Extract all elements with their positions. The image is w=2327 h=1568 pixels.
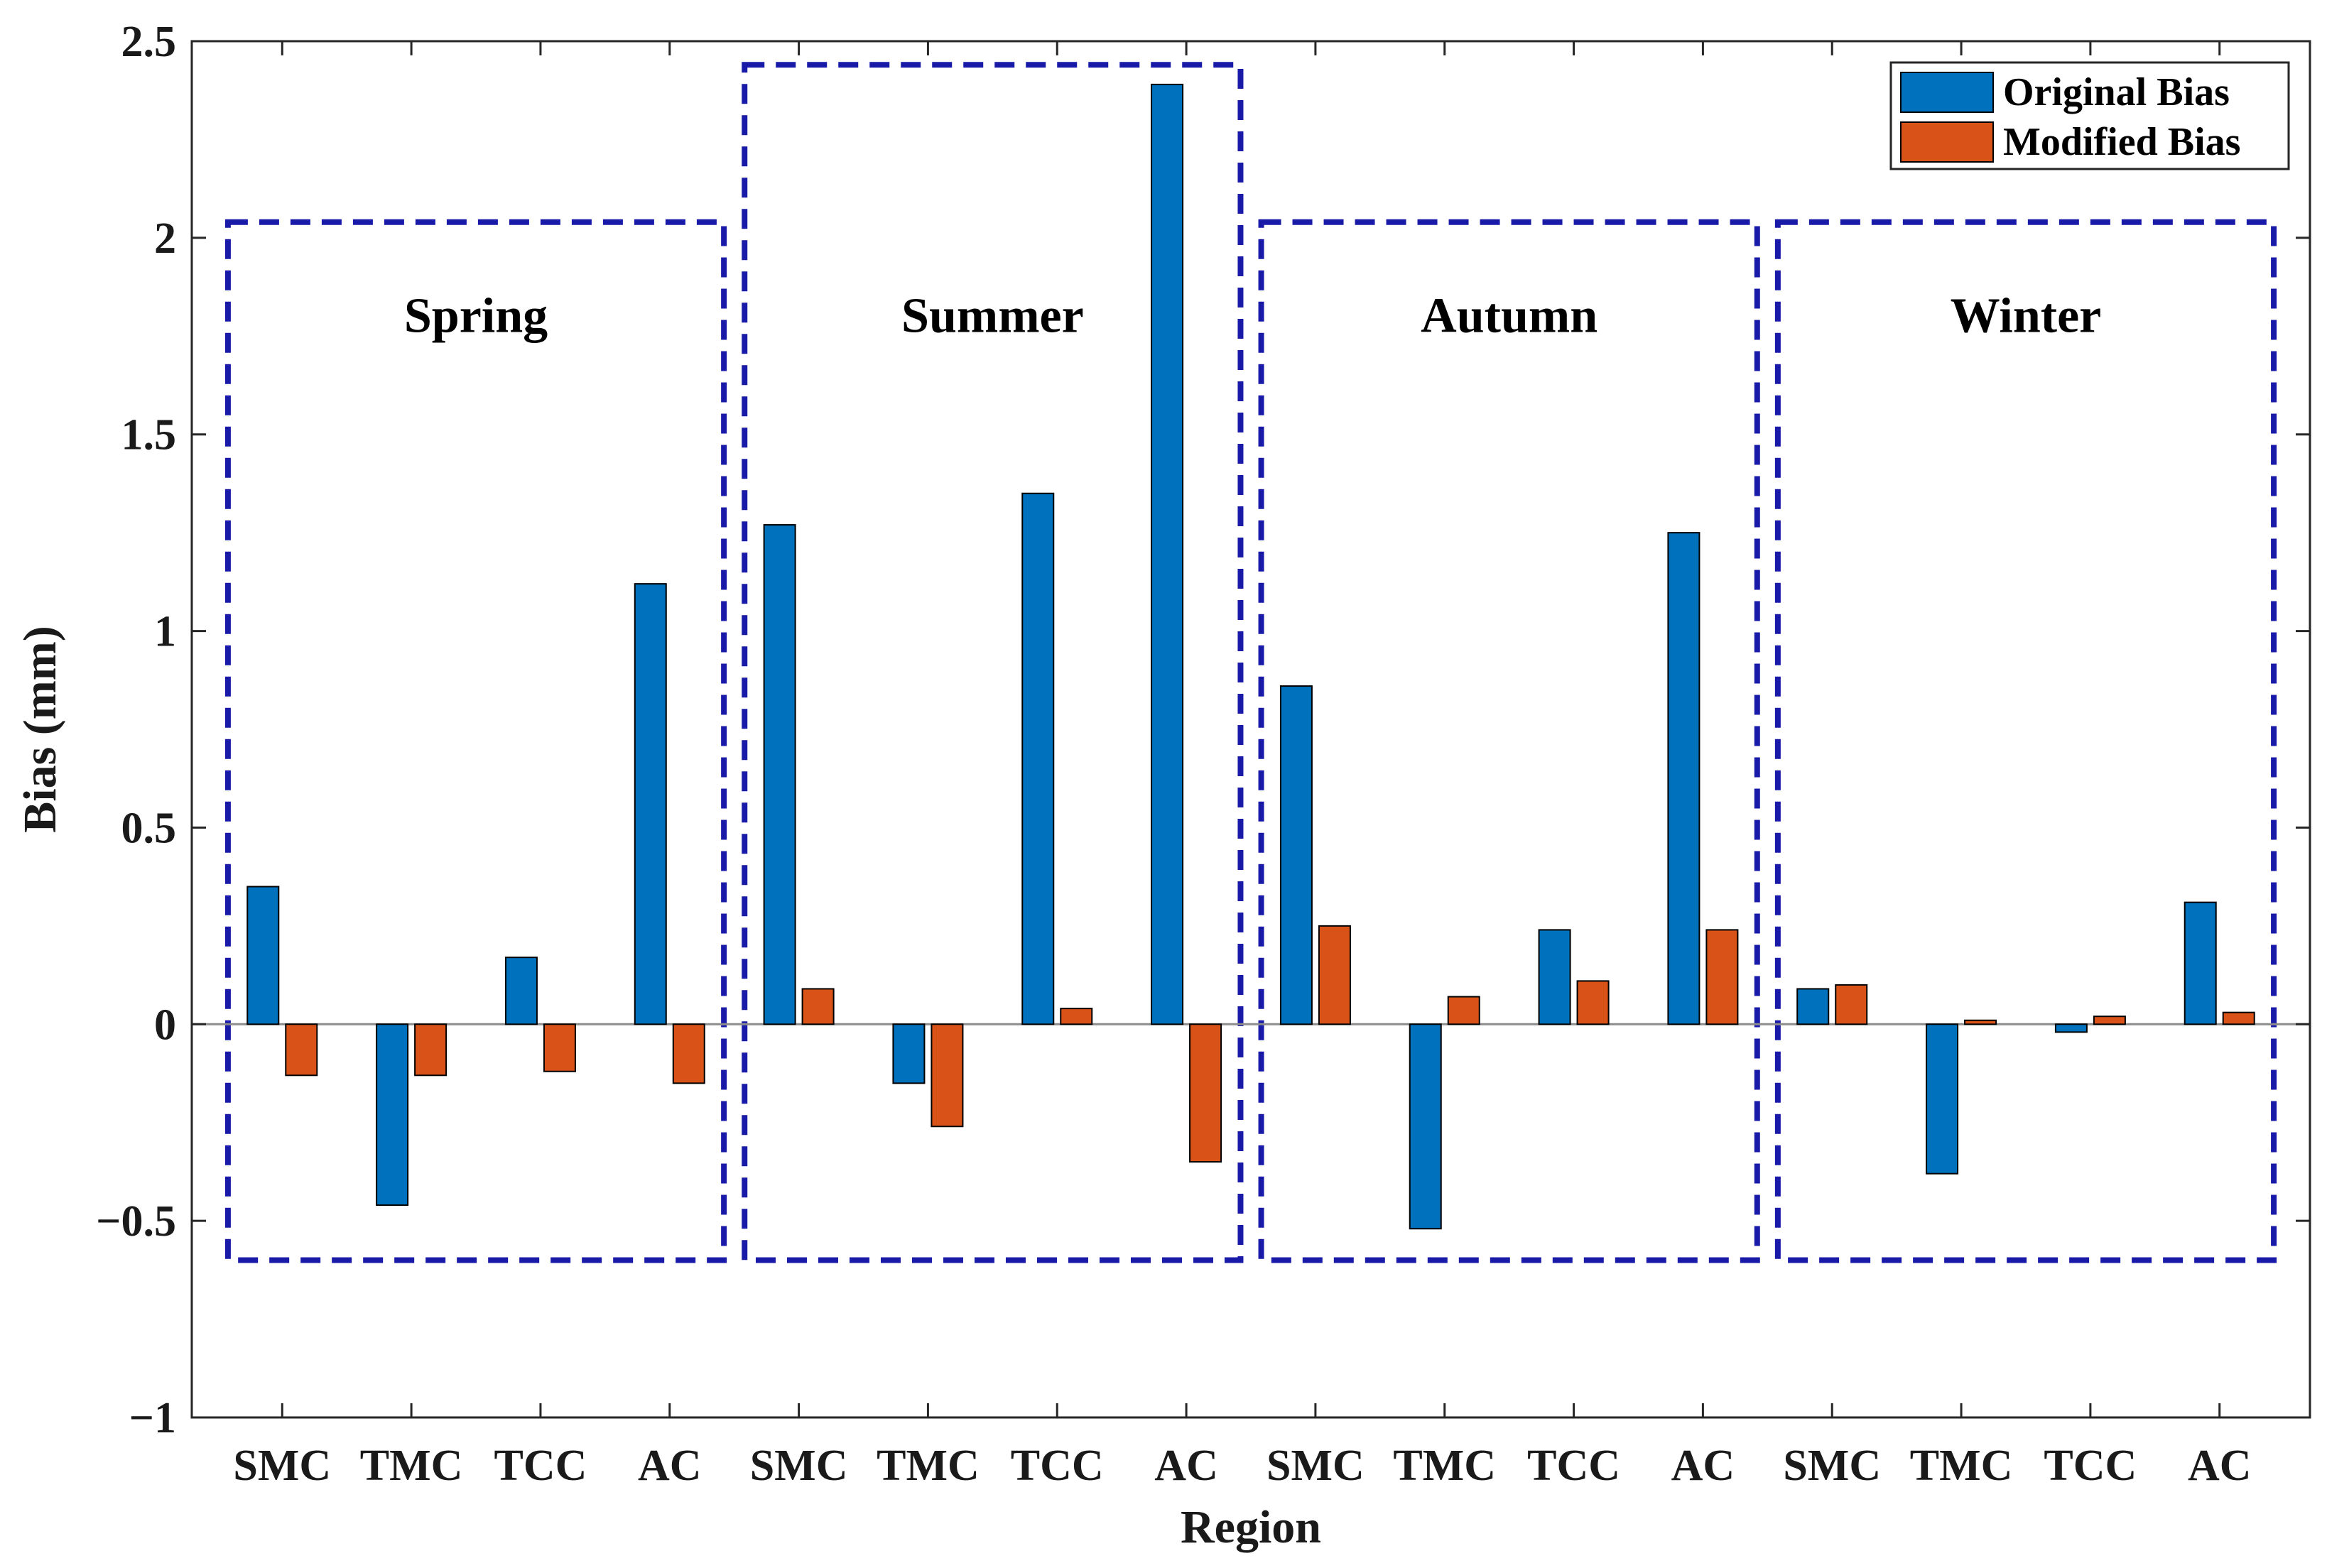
y-tick-label: 2.5 bbox=[121, 18, 177, 66]
legend-swatch-modified-bias bbox=[1900, 121, 1994, 163]
original-bias-bar bbox=[763, 524, 796, 1025]
y-tick-label: −0.5 bbox=[96, 1197, 176, 1246]
original-bias-bar bbox=[1796, 988, 1830, 1025]
original-bias-bar bbox=[246, 886, 280, 1025]
x-tick-label: TMC bbox=[1910, 1442, 2013, 1490]
modified-bias-bar bbox=[543, 1023, 576, 1072]
season-box-layer bbox=[224, 62, 2277, 1263]
y-tick-label: −1 bbox=[129, 1394, 176, 1442]
modified-bias-bar bbox=[1576, 980, 1610, 1025]
modified-bias-bar bbox=[2093, 1016, 2126, 1025]
modified-bias-bar bbox=[414, 1023, 448, 1077]
original-bias-bar bbox=[1538, 929, 1571, 1025]
season-label-summer: Summer bbox=[901, 289, 1084, 344]
y-tick-label: 1.5 bbox=[121, 411, 177, 459]
x-tick-label: TMC bbox=[877, 1442, 980, 1490]
y-tick-label: 0.5 bbox=[121, 804, 177, 852]
original-bias-bar bbox=[1409, 1023, 1442, 1230]
y-axis-title: Bias (mm) bbox=[14, 626, 66, 832]
season-label-autumn: Autumn bbox=[1421, 289, 1598, 344]
x-tick-label: AC bbox=[2188, 1442, 2252, 1490]
x-tick-label: SMC bbox=[750, 1442, 848, 1490]
original-bias-bar bbox=[1667, 532, 1700, 1025]
modified-bias-bar bbox=[285, 1023, 318, 1077]
legend: Original Bias Modified Bias bbox=[1889, 61, 2290, 170]
bar-layer bbox=[246, 83, 2255, 1230]
season-box-spring bbox=[224, 219, 727, 1263]
legend-label-original-bias: Original Bias bbox=[2003, 70, 2230, 114]
x-tick-label: SMC bbox=[1266, 1442, 1365, 1490]
original-bias-bar bbox=[2184, 901, 2217, 1025]
original-bias-bar bbox=[1279, 685, 1313, 1025]
original-bias-bar bbox=[1021, 492, 1055, 1025]
x-tick-label: SMC bbox=[233, 1442, 331, 1490]
x-tick-label: TMC bbox=[360, 1442, 463, 1490]
modified-bias-bar bbox=[931, 1023, 964, 1128]
season-label-spring: Spring bbox=[404, 289, 548, 344]
original-bias-bar bbox=[504, 957, 538, 1025]
axis-layer bbox=[190, 40, 2311, 1419]
modified-bias-bar bbox=[1835, 984, 1868, 1025]
season-box-autumn bbox=[1258, 219, 1760, 1263]
modified-bias-bar bbox=[1189, 1023, 1222, 1163]
x-tick-label: SMC bbox=[1783, 1442, 1881, 1490]
x-tick-label: TCC bbox=[1011, 1442, 1104, 1490]
modified-bias-bar bbox=[1060, 1008, 1093, 1025]
x-axis-title: Region bbox=[1181, 1501, 1321, 1553]
modified-bias-bar bbox=[2222, 1011, 2255, 1025]
x-tick-label: AC bbox=[1671, 1442, 1735, 1490]
label-layer: −1 −0.5 0 0.5 1 1.5 2 2.5 SMC TMC TCC AC SMC TMC TCC AC… bbox=[96, 18, 2251, 1490]
y-tick-label: 1 bbox=[154, 608, 176, 656]
original-bias-bar bbox=[1151, 83, 1184, 1025]
modified-bias-bar bbox=[1447, 996, 1480, 1025]
modified-bias-bar bbox=[1705, 929, 1739, 1025]
plot-frame bbox=[190, 40, 2311, 1419]
modified-bias-bar bbox=[672, 1023, 705, 1084]
season-label-winter: Winter bbox=[1951, 289, 2102, 344]
legend-swatch-original-bias bbox=[1900, 72, 1994, 113]
x-tick-label: TCC bbox=[1527, 1442, 1620, 1490]
x-tick-label: TMC bbox=[1393, 1442, 1496, 1490]
legend-label-modified-bias: Modified Bias bbox=[2003, 120, 2240, 164]
x-tick-label: AC bbox=[638, 1442, 702, 1490]
original-bias-bar bbox=[2054, 1023, 2088, 1033]
y-tick-label: 0 bbox=[154, 1001, 176, 1049]
x-tick-label: TCC bbox=[494, 1442, 587, 1490]
original-bias-bar bbox=[634, 583, 667, 1025]
original-bias-bar bbox=[1926, 1023, 1959, 1175]
original-bias-bar bbox=[892, 1023, 926, 1084]
modified-bias-bar bbox=[801, 988, 835, 1025]
y-tick-label: 2 bbox=[154, 214, 176, 263]
modified-bias-bar bbox=[1318, 925, 1351, 1025]
original-bias-bar bbox=[376, 1023, 409, 1206]
x-tick-label: AC bbox=[1154, 1442, 1218, 1490]
modified-bias-bar bbox=[1964, 1019, 1997, 1025]
season-box-summer bbox=[742, 62, 1244, 1263]
season-box-winter bbox=[1774, 219, 2277, 1263]
x-tick-label: TCC bbox=[2044, 1442, 2137, 1490]
